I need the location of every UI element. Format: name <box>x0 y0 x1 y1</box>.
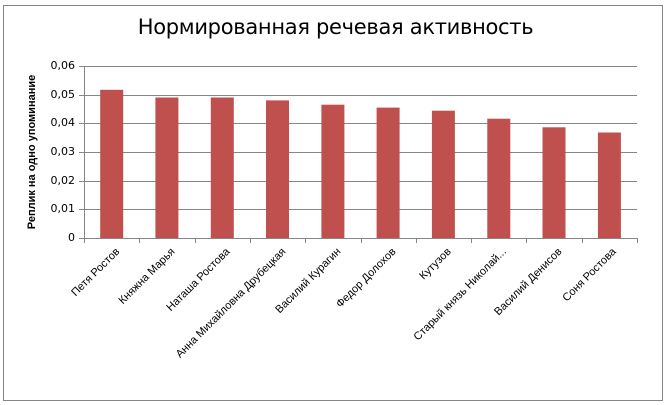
y-tick-label: 0,01 <box>50 201 76 215</box>
y-tick-label: 0,03 <box>50 144 76 158</box>
bar <box>487 118 511 238</box>
y-tick-label: 0,05 <box>50 87 76 101</box>
bar <box>210 97 234 238</box>
y-tick-label: 0 <box>68 230 75 244</box>
bar <box>100 89 124 238</box>
chart-title: Нормированная речевая активность <box>137 15 534 39</box>
bar <box>431 110 455 238</box>
bar <box>542 127 566 238</box>
y-tick-label: 0,02 <box>50 173 76 187</box>
y-tick-label: 0,06 <box>50 58 76 72</box>
bar <box>266 100 289 239</box>
bar <box>155 97 179 238</box>
bar <box>597 132 621 238</box>
bar <box>376 107 400 238</box>
bar <box>321 104 345 238</box>
y-tick-label: 0,04 <box>50 115 76 129</box>
